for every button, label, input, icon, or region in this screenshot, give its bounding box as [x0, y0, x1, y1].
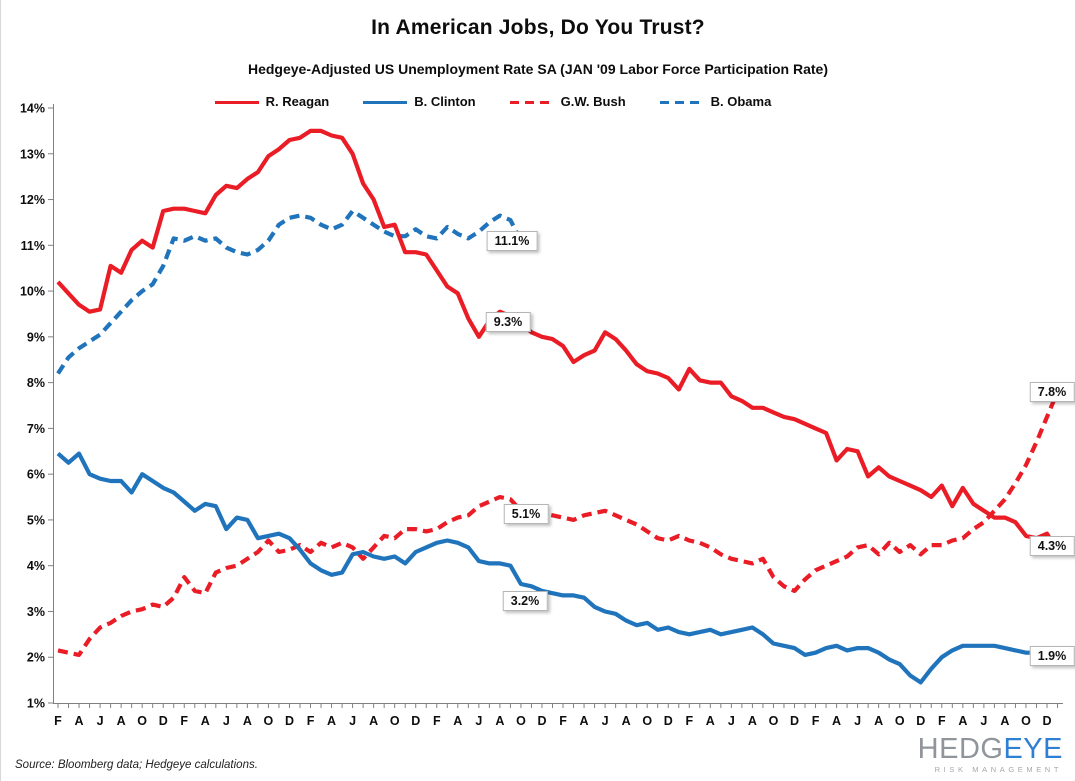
legend-item-g-w--bush: G.W. Bush [509, 94, 626, 109]
x-tick-label: F [812, 714, 820, 728]
y-tick-label: 12% [20, 193, 45, 207]
data-label-9-3pct: 9.3% [485, 312, 531, 332]
x-tick-label: J [223, 714, 230, 728]
x-tick-label: A [117, 714, 126, 728]
x-tick-label: A [958, 714, 967, 728]
y-tick-label: 6% [27, 468, 45, 482]
x-tick-label: A [453, 714, 462, 728]
logo-text-gray: HEDG [917, 732, 1004, 765]
y-tick-label: 2% [27, 651, 45, 665]
series-line-b--obama [56, 208, 523, 375]
x-tick-label: A [369, 714, 378, 728]
data-label-5-1pct: 5.1% [503, 504, 549, 524]
x-tick-label: J [728, 714, 735, 728]
x-tick-label: D [537, 714, 546, 728]
x-tick-label: A [748, 714, 757, 728]
x-tick-label: O [137, 714, 147, 728]
legend-label: B. Clinton [414, 94, 476, 109]
data-label-7-8pct: 7.8% [1029, 382, 1075, 402]
x-tick-label: O [895, 714, 905, 728]
x-tick-label: F [938, 714, 946, 728]
x-tick-label: A [75, 714, 84, 728]
data-label-1-9pct: 1.9% [1029, 646, 1075, 666]
series-line-b--clinton [56, 451, 1059, 685]
x-tick-label: F [307, 714, 315, 728]
series-line-g-w--bush [57, 390, 1060, 658]
x-tick-label: F [180, 714, 188, 728]
x-tick-label: J [980, 714, 987, 728]
hedgeye-logo-wordmark: HEDGEYE [917, 732, 1063, 765]
y-tick-label: 1% [27, 697, 45, 711]
x-tick-label: A [622, 714, 631, 728]
legend-label: B. Obama [710, 94, 772, 109]
data-label-4-3pct: 4.3% [1029, 536, 1075, 556]
x-tick-label: O [264, 714, 274, 728]
x-tick-label: J [854, 714, 861, 728]
hedgeye-logo: HEDGEYE RISK MANAGEMENT [917, 732, 1063, 774]
x-tick-label: J [602, 714, 609, 728]
x-tick-label: D [159, 714, 168, 728]
y-tick-label: 9% [27, 330, 45, 344]
legend-swatch-icon [363, 100, 408, 104]
x-tick-label: A [580, 714, 589, 728]
legend-label: R. Reagan [265, 94, 330, 109]
chart-title: In American Jobs, Do You Trust? [371, 16, 705, 39]
source-note: Source: Bloomberg data; Hedgeye calculat… [15, 759, 258, 771]
axis-lines [53, 104, 1063, 704]
y-tick-label: 8% [27, 376, 45, 390]
x-tick-label: O [516, 714, 526, 728]
y-tick-label: 13% [20, 147, 45, 161]
x-tick-label: J [349, 714, 356, 728]
x-tick-label: O [1021, 714, 1031, 728]
data-label-3-2pct: 3.2% [502, 591, 548, 611]
logo-text-blue: EYE [1003, 732, 1063, 765]
y-tick-label: 5% [27, 513, 45, 527]
legend-swatch-icon [659, 100, 704, 104]
x-tick-label: A [832, 714, 841, 728]
y-tick-label: 4% [27, 559, 45, 573]
x-tick-label: A [1000, 714, 1009, 728]
x-tick-label: A [327, 714, 336, 728]
chart-subtitle: Hedgeye-Adjusted US Unemployment Rate SA… [247, 61, 829, 77]
chart-legend: R. Reagan B. Clinton G.W. Bush B. Obama [1, 94, 985, 109]
legend-item-b--obama: B. Obama [659, 94, 772, 109]
legend-item-b--clinton: B. Clinton [363, 94, 476, 109]
x-tick-label: J [475, 714, 482, 728]
legend-swatch-icon [509, 100, 554, 104]
x-tick-label: F [685, 714, 693, 728]
x-tick-label: A [495, 714, 504, 728]
x-tick-label: F [54, 714, 62, 728]
x-tick-label: D [411, 714, 420, 728]
x-tick-label: D [664, 714, 673, 728]
x-tick-label: D [1042, 714, 1051, 728]
x-tick-label: O [769, 714, 779, 728]
x-tick-label: O [642, 714, 652, 728]
y-tick-label: 7% [27, 422, 45, 436]
x-tick-label: A [201, 714, 210, 728]
legend-item-r--reagan: R. Reagan [214, 94, 330, 109]
x-tick-label: F [433, 714, 441, 728]
y-tick-label: 14% [20, 102, 45, 116]
hedgeye-logo-tagline: RISK MANAGEMENT [934, 764, 1062, 774]
x-tick-label: F [559, 714, 567, 728]
x-tick-label: D [790, 714, 799, 728]
x-tick-label: D [916, 714, 925, 728]
y-tick-label: 3% [27, 605, 45, 619]
x-tick-label: O [390, 714, 400, 728]
series-line-r--reagan [56, 128, 1060, 554]
legend-label: G.W. Bush [560, 94, 626, 109]
x-tick-label: A [706, 714, 715, 728]
y-tick-label: 10% [20, 285, 45, 299]
x-tick-label: A [874, 714, 883, 728]
legend-swatch-icon [214, 100, 259, 104]
data-label-11-1pct: 11.1% [486, 231, 538, 251]
x-tick-label: D [285, 714, 294, 728]
x-tick-label: J [97, 714, 104, 728]
y-tick-label: 11% [21, 239, 45, 253]
x-tick-label: A [243, 714, 252, 728]
